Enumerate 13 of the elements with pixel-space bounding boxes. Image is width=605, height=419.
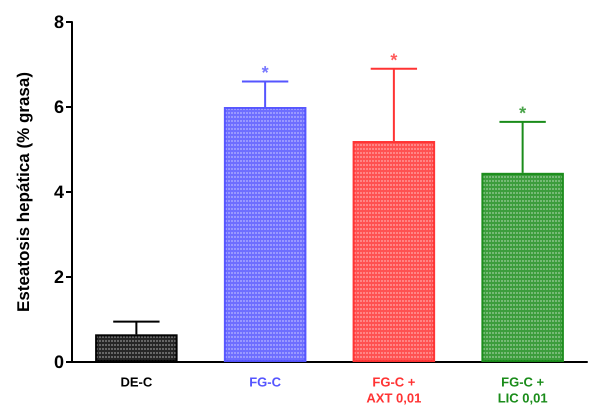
y-axis-title: Esteatosis hepática (% grasa) [14,72,33,312]
annotation: * [390,50,398,70]
y-tick-label: 0 [54,352,64,372]
x-tick-label: FG-C + LIC 0,01 [498,374,548,406]
annotation: * [519,102,526,123]
x-tick-label: DE-C [120,374,153,390]
annotation: * [262,62,269,82]
y-tick-label: 8 [54,12,64,32]
x-tick-label: FG-C [249,374,282,390]
y-tick-label: 6 [54,97,64,117]
x-tick-label: FG-C + AXT 0,01 [366,374,422,406]
y-tick-label: 2 [54,267,64,287]
y-tick-label: 4 [54,182,64,202]
